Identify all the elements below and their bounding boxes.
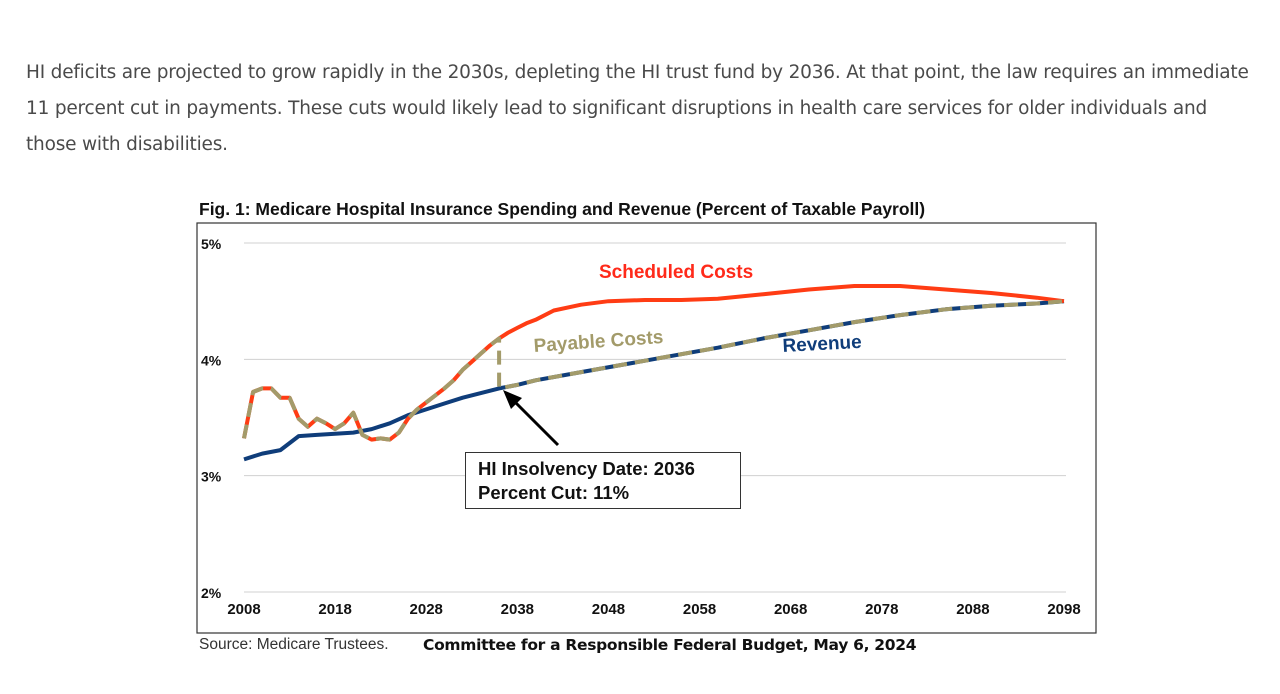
scheduled-costs-label: Scheduled Costs [599,262,754,283]
x-tick-label: 2048 [592,601,625,618]
y-tick-label: 5% [201,236,222,252]
series-line-revenue [243,299,1065,462]
x-tick-label: 2028 [410,601,443,618]
article-paragraph: HI deficits are projected to grow rapidl… [26,62,1249,155]
callout-line-1: HI Insolvency Date: 2036 [478,458,695,479]
y-tick-label: 4% [201,352,222,368]
x-tick-label: 2038 [501,601,534,618]
insolvency-callout: HI Insolvency Date: 2036 Percent Cut: 11… [465,452,741,509]
chart-source: Source: Medicare Trustees. [199,636,389,653]
chart-title: Fig. 1: Medicare Hospital Insurance Spen… [199,199,926,219]
insolvency-arrow [503,390,560,447]
x-tick-label: 2078 [865,601,898,618]
x-tick-label: 2098 [1047,601,1080,618]
y-tick-label: 3% [201,469,222,485]
x-tick-label: 2008 [227,601,260,618]
series-line-payable-costs [242,299,1065,442]
chart-frame [196,222,1097,634]
chart-credit: Committee for a Responsible Federal Budg… [423,636,917,654]
y-tick-label: 2% [201,585,222,601]
x-tick-label: 2018 [318,601,351,618]
revenue-label: Revenue [782,331,863,357]
x-tick-label: 2058 [683,601,716,618]
callout-line-2: Percent Cut: 11% [478,482,630,503]
x-tick-label: 2088 [956,601,989,618]
x-tick-label: 2068 [774,601,807,618]
